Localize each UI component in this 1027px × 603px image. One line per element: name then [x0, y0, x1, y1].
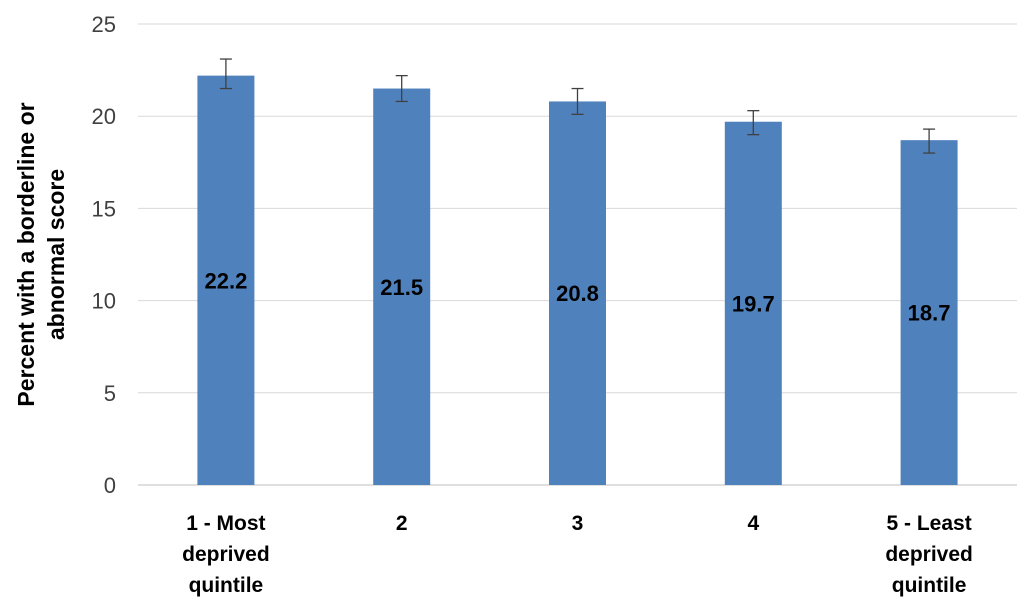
- error-bar: [747, 110, 760, 136]
- error-bar: [923, 128, 936, 154]
- y-axis-title-line: Percent with a borderline or: [13, 102, 39, 406]
- x-category-label: deprived: [182, 543, 270, 566]
- data-label: 20.8: [556, 281, 599, 306]
- x-category-label: 2: [396, 512, 408, 535]
- x-category-label: deprived: [885, 543, 973, 566]
- bar: [373, 88, 431, 485]
- y-axis-title: Percent with a borderline or abnormal sco…: [13, 102, 69, 406]
- y-tick-label: 0: [104, 473, 116, 498]
- x-category-label: 5 - Least: [886, 512, 971, 535]
- y-axis-tick-labels: 0 5 10 15 20 25: [92, 12, 116, 498]
- y-tick-label: 25: [92, 12, 116, 37]
- x-category-label: quintile: [189, 574, 264, 597]
- x-category-label: quintile: [892, 574, 967, 597]
- error-bar: [219, 58, 232, 90]
- data-label: 18.7: [908, 301, 951, 326]
- bars: [197, 75, 958, 486]
- y-tick-label: 5: [104, 381, 116, 406]
- error-bars: [219, 58, 936, 154]
- y-axis-title-line: abnormal score: [43, 169, 69, 340]
- error-bar: [395, 74, 408, 103]
- y-tick-label: 20: [92, 104, 116, 129]
- data-label: 22.2: [204, 268, 247, 293]
- y-tick-label: 10: [92, 289, 116, 314]
- x-axis-category-labels: 1 - Most deprived quintile 2 3 4 5 - Least depr…: [182, 512, 973, 597]
- bar: [724, 121, 782, 486]
- error-bar: [571, 87, 584, 116]
- data-label: 21.5: [380, 275, 423, 300]
- y-tick-label: 15: [92, 196, 116, 221]
- x-category-label: 4: [747, 512, 759, 535]
- x-category-label: 1 - Most: [186, 512, 265, 535]
- bar: [900, 140, 958, 485]
- bar: [549, 101, 606, 485]
- data-labels: 22.2 21.5 20.8 19.7 18.7: [204, 268, 950, 325]
- data-label: 19.7: [732, 291, 775, 316]
- x-category-label: 3: [572, 512, 584, 535]
- bar: [197, 75, 255, 485]
